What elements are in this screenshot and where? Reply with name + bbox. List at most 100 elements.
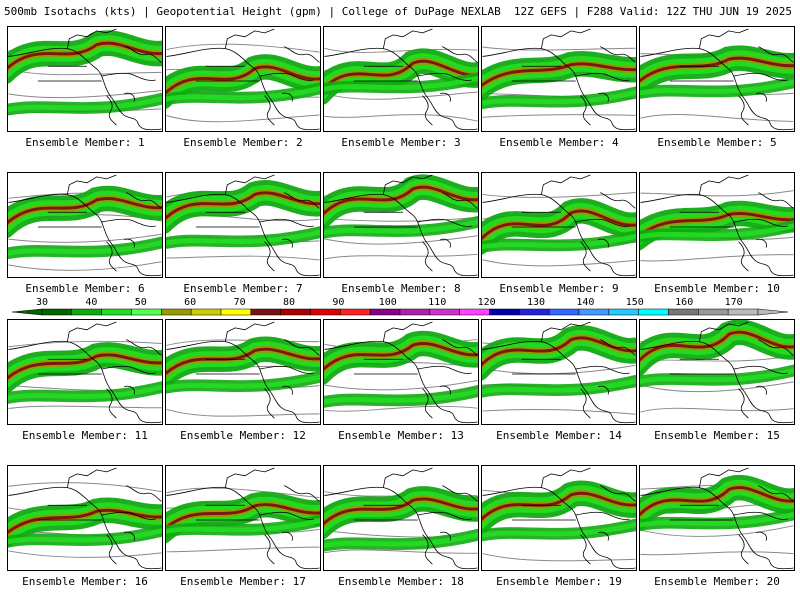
coastline — [126, 46, 162, 63]
coastline — [580, 95, 591, 126]
coastline — [284, 485, 320, 502]
colorbar-swatch — [548, 308, 580, 316]
coastline — [698, 321, 749, 342]
coastline — [440, 385, 451, 395]
coastline — [282, 238, 293, 248]
jet-streak — [640, 511, 794, 528]
height-contour — [324, 379, 478, 391]
coastline — [756, 92, 767, 102]
colorbar-swatch — [519, 308, 550, 316]
coastline — [440, 92, 451, 102]
colorbar-swatch — [220, 308, 252, 316]
colorbar-tick-label: 170 — [724, 297, 743, 308]
coastline — [124, 92, 135, 102]
colorbar-swatch — [161, 308, 192, 316]
isotach-map — [166, 321, 320, 424]
ensemble-member-label: Ensemble Member: 1 — [25, 136, 145, 149]
coastline — [264, 95, 275, 126]
coastline — [259, 218, 314, 227]
coastline — [482, 193, 636, 277]
coastline — [324, 193, 478, 277]
coastline — [106, 388, 117, 419]
colorbar-swatch — [71, 308, 102, 316]
coastline — [101, 511, 156, 520]
isotach-colorbar — [0, 296, 800, 318]
coastline — [37, 504, 102, 521]
coastline — [353, 504, 418, 521]
colorbar-swatch — [190, 308, 222, 316]
ensemble-member-label: Ensemble Member: 8 — [341, 282, 461, 295]
height-contour — [8, 550, 162, 558]
height-contour — [482, 553, 636, 562]
height-contour — [324, 549, 478, 554]
coastline — [511, 65, 576, 82]
coastline — [264, 534, 275, 565]
ensemble-member-label: Ensemble Member: 18 — [338, 575, 464, 588]
coastline — [224, 321, 275, 342]
colorbar-swatch — [429, 308, 460, 316]
jet-streak — [482, 491, 636, 521]
colorbar-swatch — [41, 308, 73, 316]
coastline — [758, 339, 794, 356]
coastline — [575, 511, 630, 520]
coastline — [442, 46, 478, 63]
isotach-map — [640, 320, 794, 424]
coastline — [758, 46, 794, 63]
coastline — [580, 241, 591, 272]
coastline — [353, 65, 418, 82]
coastline — [126, 485, 162, 502]
coastline — [166, 486, 320, 570]
coastline — [417, 365, 472, 374]
coastline — [511, 211, 576, 228]
height-contour — [324, 47, 478, 53]
ensemble-panel — [165, 172, 321, 278]
coastline — [8, 340, 162, 424]
ensemble-member-label: Ensemble Member: 19 — [496, 575, 622, 588]
coastline — [733, 365, 788, 374]
coastline — [756, 385, 767, 395]
height-contour — [482, 192, 636, 198]
ensemble-member-label: Ensemble Member: 20 — [654, 575, 780, 588]
isotach-map — [324, 467, 478, 570]
coastline — [422, 241, 433, 272]
colorbar-swatch — [280, 308, 311, 316]
height-contour — [640, 381, 794, 393]
height-contour — [324, 253, 478, 260]
coastline — [580, 534, 591, 565]
isotach-map — [324, 174, 478, 277]
jet-streak — [324, 185, 478, 216]
jet-streak — [8, 197, 162, 225]
coastline — [698, 174, 749, 195]
ensemble-member-label: Ensemble Member: 10 — [654, 282, 780, 295]
colorbar-swatch — [369, 308, 401, 316]
coastline — [282, 92, 293, 102]
isotach-map — [640, 467, 794, 570]
colorbar-swatch — [489, 308, 520, 316]
coastline — [733, 218, 788, 227]
jet-streak — [324, 532, 478, 549]
coastline — [382, 174, 433, 195]
colorbar-swatches — [11, 308, 789, 316]
coastline — [382, 467, 433, 488]
isotach-map — [166, 174, 320, 277]
ensemble-member-label: Ensemble Member: 11 — [22, 429, 148, 442]
coastline — [575, 218, 630, 227]
coastline — [66, 321, 117, 342]
height-contour — [640, 190, 794, 197]
coastline — [640, 47, 794, 131]
coastline — [575, 365, 630, 374]
coastline — [669, 65, 734, 82]
jet-streak — [640, 330, 794, 363]
height-contour — [482, 46, 636, 51]
colorbar-tick-label: 80 — [282, 297, 296, 308]
colorbar-tick-label: 160 — [675, 297, 694, 308]
ensemble-member-label: Ensemble Member: 14 — [496, 429, 622, 442]
coastline — [8, 47, 162, 131]
coastline — [640, 486, 794, 570]
coastline — [669, 504, 734, 521]
jet-streak — [324, 388, 478, 405]
jet-streak — [8, 239, 162, 256]
coastline — [417, 511, 472, 520]
ensemble-panel — [323, 465, 479, 571]
ensemble-member-label: Ensemble Member: 12 — [180, 429, 306, 442]
